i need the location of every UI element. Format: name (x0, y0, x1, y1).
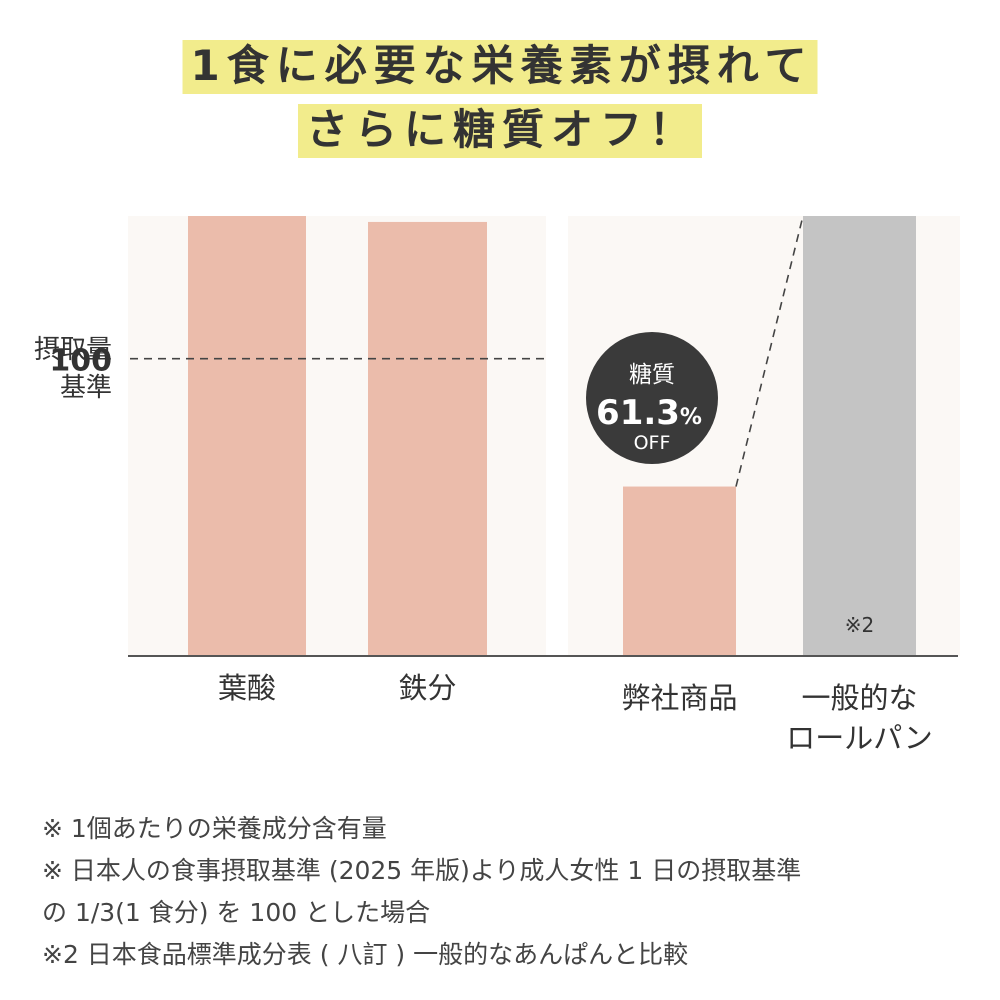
footnote-3: の 1/3(1 食分) を 100 とした場合 (42, 898, 431, 927)
badge-line-1: 糖質 (629, 362, 675, 388)
bar-2 (368, 221, 487, 656)
bar-4-note: ※2 (845, 613, 874, 637)
reference-label-line-1: 摂取量 (34, 335, 112, 365)
footnote-2: ※ 日本人の食事摂取基準 (2025 年版)より成人女性 1 日の摂取基準 (42, 856, 802, 885)
badge-value-unit: % (680, 405, 702, 430)
bar-1 (188, 216, 306, 656)
bar-3 (623, 486, 736, 656)
x-label-4-line-2: ロールパン (786, 721, 932, 755)
footnote-1: ※ 1個あたりの栄養成分含有量 (42, 814, 387, 843)
title-line-2: さらに糖質オフ！ (297, 104, 703, 158)
sugar-off-badge: 糖質 61.3% OFF (586, 332, 718, 464)
badge-circle (586, 332, 718, 464)
title-line-1: 1食に必要な栄養素が摂れて (182, 40, 818, 94)
badge-line-3: OFF (634, 432, 671, 454)
badge-value-number: 61.3 (596, 393, 680, 433)
x-label-2-line-1: 鉄分 (398, 671, 456, 705)
bars-layer: ※2 (188, 216, 916, 656)
x-label-4-line-1: 一般的な (801, 681, 917, 715)
title-line-2-text: さらに糖質オフ！ (297, 104, 703, 158)
badge-value: 61.3% (596, 393, 702, 433)
reference-label-line-2: 基準 (60, 373, 112, 403)
bar-4 (803, 216, 916, 656)
title-line-1-text: 1食に必要な栄養素が摂れて (182, 40, 818, 94)
connector-line (735, 215, 804, 487)
x-label-3-line-1: 弊社商品 (621, 681, 737, 715)
footnotes: ※ 1個あたりの栄養成分含有量 ※ 日本人の食事摂取基準 (2025 年版)より… (42, 808, 972, 976)
reference-value-label: 100 (49, 344, 112, 379)
x-label-1-line-1: 葉酸 (218, 671, 276, 705)
footnote-4: ※2 日本食品標準成分表 ( 八訂 ) 一般的なあんぱんと比較 (42, 940, 689, 969)
